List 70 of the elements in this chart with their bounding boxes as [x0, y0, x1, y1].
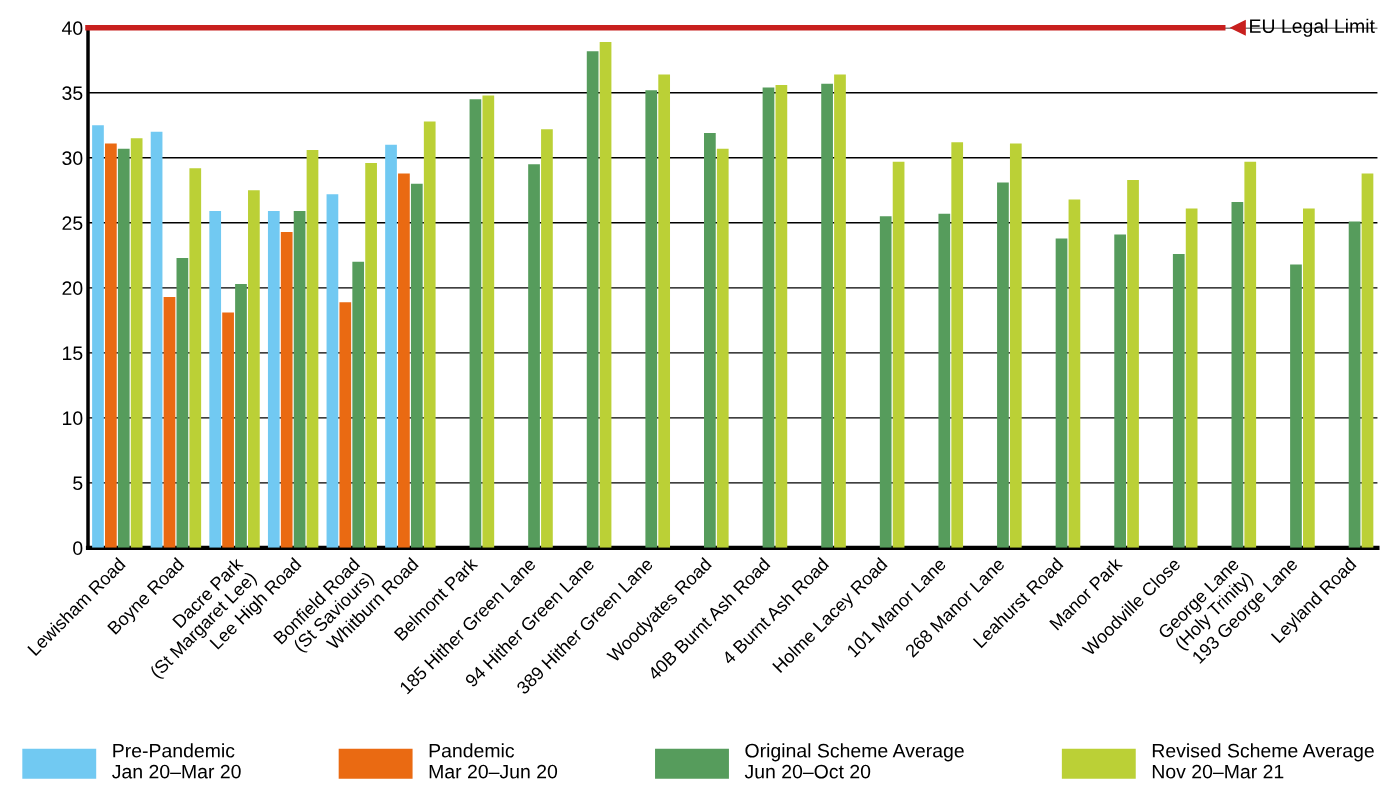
bar	[1290, 264, 1302, 548]
bar	[1009, 143, 1022, 548]
bar	[1244, 161, 1257, 548]
y-tick-label: 20	[62, 281, 83, 296]
bar	[1172, 254, 1185, 548]
ref-line-label: EU Legal Limit	[1250, 18, 1375, 37]
bar	[267, 211, 280, 548]
bar	[586, 51, 599, 548]
bar	[645, 90, 658, 548]
legend-label: Revised Scheme Average Nov 20–Mar 21	[1152, 743, 1374, 779]
y-tick-label: 25	[62, 216, 83, 231]
bar	[339, 302, 352, 548]
bar	[599, 42, 612, 548]
bar	[1127, 179, 1139, 548]
bar	[326, 194, 339, 548]
bar	[209, 211, 222, 548]
bar	[834, 74, 846, 548]
bar	[482, 95, 495, 548]
bar	[385, 144, 397, 548]
bar	[469, 99, 482, 548]
y-tick-label: 5	[73, 476, 83, 491]
bar	[704, 133, 716, 548]
bar	[997, 182, 1009, 548]
bar	[1348, 221, 1361, 548]
bar	[293, 211, 306, 548]
bar	[365, 163, 377, 548]
bar	[248, 190, 260, 548]
bar	[1303, 208, 1315, 548]
bar	[235, 283, 247, 548]
bar	[189, 168, 202, 548]
bar	[410, 183, 423, 548]
bar	[92, 125, 104, 548]
legend-label: Pandemic Mar 20–Jun 20	[429, 743, 558, 779]
bar	[150, 131, 163, 548]
bar	[352, 261, 365, 548]
bar	[105, 143, 117, 548]
bar	[658, 74, 671, 548]
bar	[951, 142, 964, 548]
bar	[176, 257, 189, 548]
bar	[892, 161, 905, 548]
bar	[163, 296, 176, 548]
bar	[762, 87, 775, 548]
bar	[130, 138, 143, 548]
bar	[280, 231, 293, 548]
bar	[306, 150, 319, 548]
y-tick-label: 40	[61, 21, 83, 36]
legend-label: Pre-Pandemic Jan 20–Mar 20	[112, 743, 241, 779]
bar	[398, 173, 410, 548]
y-tick-label: 15	[63, 346, 83, 361]
bar	[541, 129, 553, 548]
y-tick-label: 35	[62, 86, 83, 101]
legend-label: Original Scheme Average Jun 20–Oct 20	[744, 743, 964, 779]
bar	[528, 164, 540, 548]
bar	[1361, 173, 1374, 548]
bar	[423, 121, 436, 548]
bar	[716, 148, 729, 548]
bar	[938, 213, 951, 548]
bar	[1185, 208, 1198, 548]
bar	[775, 85, 788, 548]
bar	[1114, 234, 1126, 548]
bar	[879, 216, 892, 548]
bar	[821, 83, 833, 548]
y-tick-label: 10	[63, 411, 83, 426]
y-tick-label: 30	[62, 151, 83, 166]
bar	[117, 148, 130, 548]
bar	[1231, 202, 1244, 548]
bar	[1055, 238, 1068, 548]
bar	[222, 312, 234, 548]
y-tick-label: 0	[73, 541, 83, 556]
bar	[1068, 199, 1081, 548]
